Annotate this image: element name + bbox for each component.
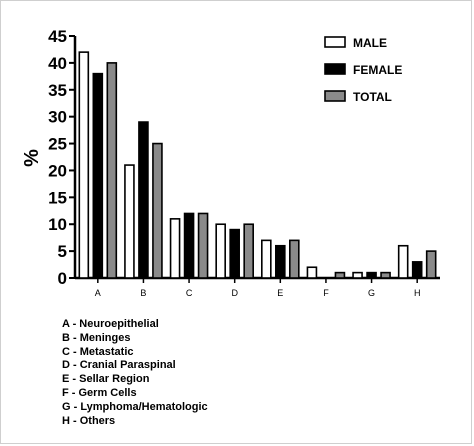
x-tick-label: A	[95, 288, 101, 298]
category-note-h: H - Others	[62, 414, 116, 427]
y-tick-label: 20	[48, 161, 67, 180]
category-note-e: E - Sellar Region	[62, 373, 150, 386]
x-tick-label: H	[414, 288, 421, 298]
plot-area: 0 5 10 15 20 25 30 35 40 45 A B C D E F G H MALE FEMALE TOTA…	[48, 27, 440, 298]
category-note-d: D - Cranial Paraspinal	[62, 359, 176, 372]
bar-total-e	[289, 239, 300, 279]
bar-female-c	[183, 212, 195, 279]
bar-female-d	[229, 228, 240, 279]
x-tick-label: B	[140, 288, 146, 298]
bar-total-f	[334, 271, 346, 279]
y-tick-label: 40	[48, 54, 67, 73]
bar-female-h	[411, 261, 423, 279]
bar-male-g	[352, 271, 363, 279]
x-tick-label: D	[231, 288, 238, 298]
bar-male-b	[124, 164, 135, 279]
bar-male-h	[397, 244, 409, 279]
category-note-g: G - Lymphoma/Hematologic	[62, 400, 208, 413]
bar-female-e	[275, 244, 286, 279]
legend-swatch-total	[324, 90, 346, 102]
bar-total-g	[380, 271, 391, 279]
bar-total-h	[425, 250, 437, 279]
legend-label-total: TOTAL	[353, 90, 392, 104]
category-legend: A - Neuroepithelial B - Meninges C - Met…	[62, 318, 208, 428]
bar-female-b	[138, 121, 149, 279]
y-tick-label: 30	[48, 108, 67, 127]
y-tick-label: 5	[58, 242, 67, 261]
x-tick-label: E	[277, 288, 283, 298]
bar-male-c	[169, 218, 181, 279]
legend-swatch-male	[324, 36, 346, 48]
y-tick-label: 35	[48, 81, 67, 100]
bar-female-a	[92, 72, 104, 279]
bar-female-g	[366, 271, 377, 279]
x-tick-label: F	[323, 288, 329, 298]
bar-total-a	[106, 62, 118, 279]
category-note-a: A - Neuroepithelial	[62, 318, 159, 330]
category-note-f: F - Germ Cells	[62, 386, 137, 399]
bar-male-d	[215, 223, 226, 279]
bar-male-f	[306, 266, 318, 279]
y-tick-label: 0	[58, 269, 67, 288]
category-note-b: B - Meninges	[62, 331, 131, 344]
x-tick-label: C	[186, 288, 193, 298]
y-axis-label: %	[21, 149, 43, 167]
bar-male-e	[261, 239, 272, 279]
legend-label-female: FEMALE	[353, 63, 402, 77]
category-note-c: C - Metastatic	[62, 345, 134, 358]
y-tick-label: 25	[48, 135, 67, 154]
bar-male-a	[78, 51, 90, 279]
x-tick-label: G	[368, 288, 375, 298]
y-tick-label: 10	[48, 215, 67, 234]
bar-total-b	[152, 142, 163, 279]
bar-total-c	[197, 212, 209, 279]
y-tick-label: 45	[48, 27, 67, 46]
y-tick-label: 15	[48, 188, 67, 207]
legend-swatch-female	[324, 63, 346, 75]
bar-total-d	[243, 223, 254, 279]
legend-label-male: MALE	[353, 36, 387, 50]
